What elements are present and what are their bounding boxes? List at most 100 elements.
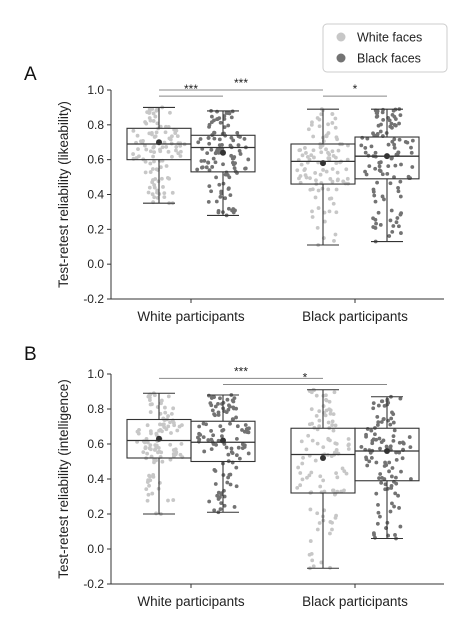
- swarm-point: [330, 179, 335, 184]
- swarm-point: [396, 493, 400, 498]
- swarm-point: [372, 193, 377, 198]
- y-axis-label: Test-retest reliability (likeability): [56, 101, 71, 288]
- swarm-point: [148, 170, 153, 174]
- swarm-point: [306, 433, 311, 438]
- swarm-point: [162, 425, 167, 430]
- swarm-point: [216, 402, 220, 406]
- swarm-point: [342, 488, 346, 493]
- swarm-point: [371, 406, 376, 411]
- swarm-point: [240, 446, 245, 451]
- swarm-point: [171, 406, 176, 411]
- y-tick-label: 0.0: [87, 542, 104, 556]
- swarm-point: [391, 434, 396, 439]
- swarm-point: [392, 122, 397, 127]
- swarm-points: [359, 394, 413, 541]
- swarm-point: [307, 473, 312, 478]
- swarm-point: [229, 446, 234, 451]
- swarm-point: [308, 187, 313, 192]
- swarm-point: [237, 456, 242, 461]
- swarm-point: [298, 174, 303, 178]
- swarm-point: [198, 137, 203, 141]
- swarm-point: [326, 122, 330, 127]
- swarm-point: [223, 196, 228, 201]
- swarm-point: [371, 225, 376, 229]
- swarm-point: [153, 177, 158, 181]
- swarm-point: [218, 194, 223, 199]
- swarm-point: [152, 135, 157, 139]
- swarm-point: [162, 195, 167, 200]
- swarm-point: [143, 143, 147, 148]
- swarm-point: [178, 143, 183, 148]
- swarm-point: [394, 481, 399, 486]
- swarm-point: [317, 117, 322, 122]
- swarm-point: [199, 159, 204, 163]
- swarm-point: [224, 445, 229, 450]
- swarm-point: [387, 469, 391, 474]
- swarm-point: [158, 422, 162, 427]
- swarm-point: [214, 199, 219, 204]
- swarm-point: [206, 199, 211, 204]
- box-group: [126, 105, 192, 206]
- mean-marker: [320, 160, 326, 167]
- swarm-point: [327, 399, 332, 404]
- swarm-point: [131, 152, 136, 156]
- swarm-point: [236, 445, 241, 450]
- swarm-point: [373, 535, 377, 540]
- swarm-point: [312, 155, 316, 160]
- swarm-point: [166, 414, 170, 418]
- swarm-point: [309, 153, 314, 158]
- swarm-point: [234, 436, 239, 441]
- swarm-point: [387, 234, 392, 238]
- y-tick-label: 1.0: [87, 367, 104, 381]
- swarm-point: [319, 112, 324, 117]
- swarm-point: [152, 150, 157, 154]
- swarm-point: [334, 447, 339, 452]
- swarm-point: [376, 403, 381, 408]
- swarm-point: [398, 524, 403, 529]
- swarm-point: [229, 153, 234, 158]
- swarm-point: [333, 125, 338, 130]
- swarm-point: [219, 501, 224, 505]
- swarm-point: [409, 150, 414, 155]
- swarm-point: [378, 446, 382, 451]
- swarm-point: [168, 457, 173, 462]
- swarm-point: [228, 482, 233, 487]
- swarm-point: [161, 185, 165, 189]
- box-group: [354, 107, 420, 244]
- swarm-point: [238, 152, 243, 156]
- swarm-point: [213, 160, 218, 165]
- swarm-point: [247, 426, 251, 431]
- swarm-point: [147, 131, 152, 136]
- swarm-point: [227, 404, 232, 409]
- swarm-point: [216, 210, 221, 215]
- swarm-point: [390, 139, 395, 144]
- box-group: [354, 394, 420, 541]
- swarm-point: [310, 438, 315, 443]
- swarm-point: [226, 206, 231, 211]
- swarm-point: [145, 451, 150, 456]
- swarm-point: [316, 188, 321, 193]
- swarm-point: [243, 166, 247, 171]
- legend-frame: [322, 23, 448, 73]
- swarm-point: [295, 168, 300, 173]
- swarm-point: [210, 408, 215, 413]
- swarm-point: [234, 453, 239, 458]
- swarm-point: [392, 145, 397, 150]
- swarm-point: [221, 162, 225, 167]
- swarm-point: [150, 192, 155, 197]
- swarm-point: [152, 159, 156, 164]
- swarm-point: [317, 409, 322, 414]
- swarm-point: [369, 455, 374, 460]
- y-tick-label: 0.2: [87, 507, 104, 521]
- x-tick-label: Black participants: [302, 309, 408, 324]
- legend-marker: [336, 53, 346, 63]
- swarm-point: [131, 128, 136, 133]
- mean-marker: [220, 437, 226, 444]
- swarm-point: [346, 437, 351, 441]
- swarm-point: [236, 143, 241, 148]
- y-tick-label: 0.0: [87, 257, 104, 271]
- swarm-point: [212, 118, 216, 123]
- swarm-point: [230, 398, 235, 403]
- swarm-point: [146, 190, 151, 195]
- swarm-point: [330, 121, 335, 125]
